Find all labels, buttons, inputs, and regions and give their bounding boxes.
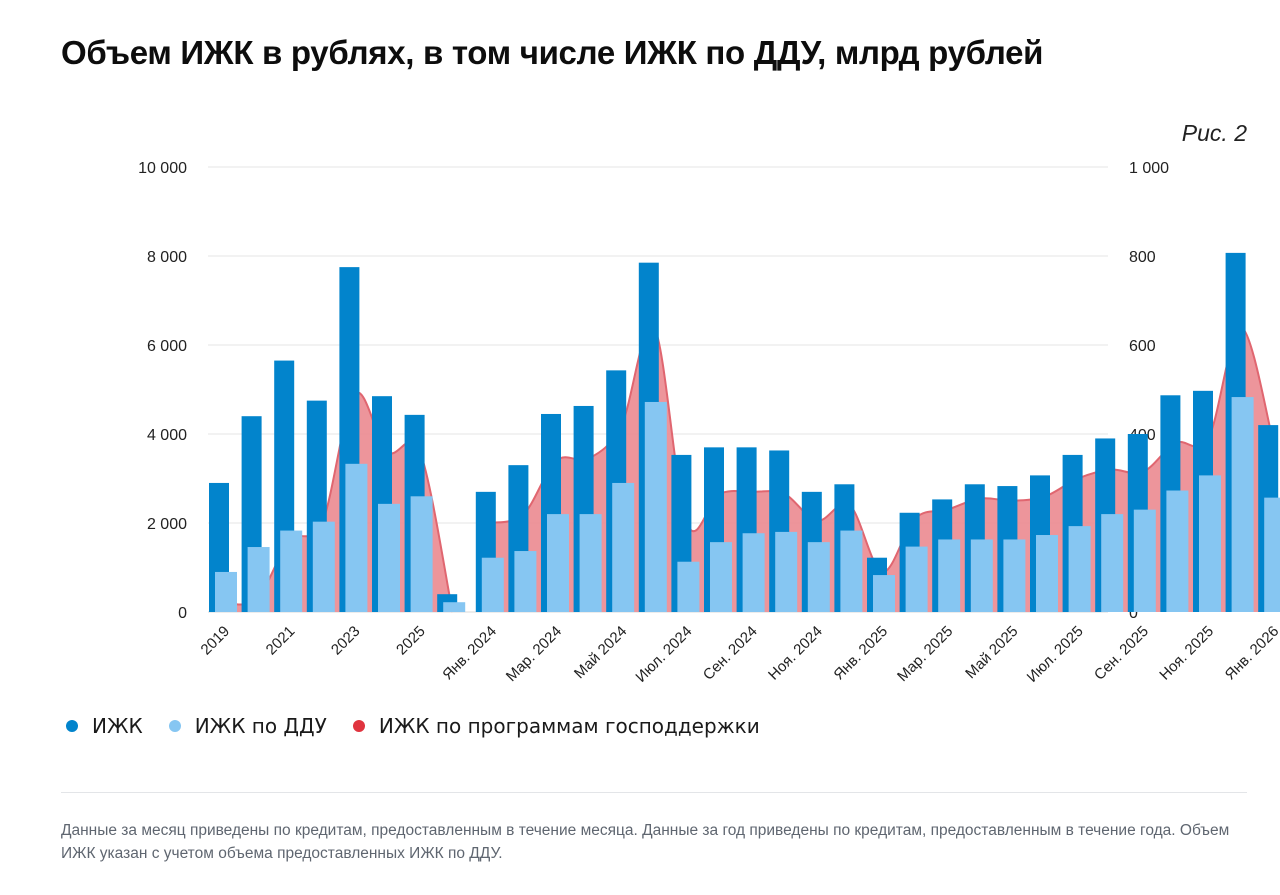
bar-ddu bbox=[410, 496, 433, 612]
bar-ddu bbox=[1036, 535, 1058, 612]
bar-ddu bbox=[644, 401, 667, 612]
x-tick-label: Ноя. 2024 bbox=[765, 623, 826, 684]
bar-ddu bbox=[873, 575, 895, 612]
y-tick-right: 800 bbox=[1129, 249, 1156, 266]
bar-ddu bbox=[1166, 490, 1189, 612]
bar-ddu bbox=[938, 539, 961, 612]
y-tick-left: 6 000 bbox=[147, 338, 187, 355]
x-tick-label: 2021 bbox=[263, 623, 299, 659]
legend-label: ИЖК bbox=[92, 714, 143, 738]
legend-dot-icon bbox=[352, 720, 365, 732]
bar-ddu bbox=[312, 521, 335, 612]
bar-ddu bbox=[247, 547, 270, 612]
footnote: Данные за месяц приведены по кредитам, п… bbox=[61, 822, 1230, 862]
divider bbox=[61, 792, 1247, 793]
x-axis-labels: 2019 2021 2023 2025 Янв. 2024 Мар. 2024 Май 20… bbox=[198, 623, 1280, 686]
legend: ИЖК ИЖК по ДДУ ИЖК по программам господд… bbox=[66, 714, 786, 738]
x-tick-label: Сен. 2024 bbox=[700, 623, 761, 684]
bar-ddu bbox=[775, 531, 798, 612]
bar-ddu bbox=[1264, 497, 1280, 612]
bar-ddu bbox=[1231, 397, 1254, 612]
x-tick-label: Янв. 2024 bbox=[439, 623, 500, 684]
bar-ddu bbox=[1133, 509, 1156, 612]
bar-ddu bbox=[1101, 514, 1124, 612]
y-tick-left: 8 000 bbox=[147, 249, 187, 266]
legend-item-ddu[interactable]: ИЖК по ДДУ bbox=[168, 714, 327, 738]
y-tick-right: 0 bbox=[1129, 605, 1138, 622]
x-tick-label: 2019 bbox=[198, 623, 234, 659]
x-tick-label: Мар. 2024 bbox=[503, 623, 565, 685]
x-tick-label: Янв. 2025 bbox=[830, 623, 891, 684]
x-tick-label: 2023 bbox=[328, 623, 364, 659]
bar-ddu bbox=[710, 542, 732, 612]
x-tick-label: Ноя. 2025 bbox=[1156, 623, 1217, 684]
bar-ddu bbox=[677, 561, 700, 612]
legend-dot-icon bbox=[168, 720, 181, 732]
bar-ddu bbox=[970, 539, 993, 612]
legend-item-gov[interactable]: ИЖК по программам господдержки bbox=[352, 714, 760, 738]
legend-label: ИЖК по программам господдержки bbox=[378, 714, 760, 738]
y-tick-right: 600 bbox=[1129, 338, 1156, 355]
bar-ddu bbox=[514, 551, 537, 612]
x-tick-label: Мар. 2025 bbox=[894, 623, 956, 685]
bar-ddu bbox=[1199, 475, 1221, 612]
y-tick-left: 0 bbox=[178, 605, 187, 622]
x-tick-label: Янв. 2026 bbox=[1222, 623, 1280, 684]
y-tick-left: 10 000 bbox=[138, 160, 187, 177]
x-tick-label: Июл. 2024 bbox=[632, 623, 695, 686]
bar-ddu bbox=[378, 503, 400, 612]
bar-ddu bbox=[481, 557, 504, 612]
bar-ddu bbox=[547, 514, 569, 612]
bar-ddu bbox=[443, 602, 466, 612]
bar-ddu bbox=[345, 463, 368, 612]
legend-label: ИЖК по ДДУ bbox=[194, 714, 327, 738]
bar-ddu bbox=[807, 542, 830, 612]
bar-ddu bbox=[579, 514, 602, 612]
x-tick-label: Май 2024 bbox=[571, 623, 630, 682]
y-tick-right: 1 000 bbox=[1129, 160, 1169, 177]
y-axis-left: 0 2 000 4 000 6 000 8 000 10 000 bbox=[138, 160, 187, 622]
y-tick-left: 2 000 bbox=[147, 516, 187, 533]
x-tick-label: 2025 bbox=[393, 623, 429, 659]
bar-ddu bbox=[742, 533, 765, 612]
x-tick-label: Май 2025 bbox=[962, 623, 1021, 682]
chart-title: Объем ИЖК в рублях, в том числе ИЖК по Д… bbox=[61, 34, 1044, 71]
bar-ddu bbox=[1003, 539, 1026, 612]
bar-ddu bbox=[612, 482, 635, 612]
bar-ddu bbox=[905, 546, 928, 612]
bar-ddu bbox=[215, 571, 237, 612]
legend-dot-icon bbox=[66, 720, 78, 732]
x-tick-label: Сен. 2025 bbox=[1091, 623, 1152, 684]
x-tick-label: Июл. 2025 bbox=[1024, 623, 1087, 686]
bars bbox=[209, 252, 1280, 612]
figure-label: Рис. 2 bbox=[1181, 120, 1247, 146]
legend-item-izhk[interactable]: ИЖК bbox=[66, 714, 143, 738]
y-tick-left: 4 000 bbox=[147, 427, 187, 444]
bar-ddu bbox=[840, 530, 863, 612]
bar-ddu bbox=[280, 530, 303, 612]
bar-ddu bbox=[1068, 526, 1091, 612]
